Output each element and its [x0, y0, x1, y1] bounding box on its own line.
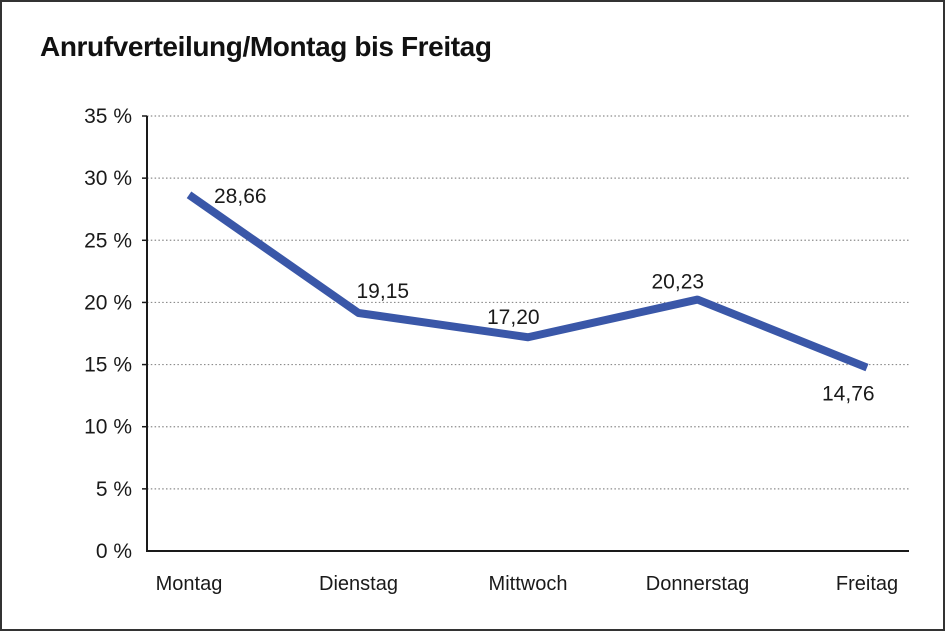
- x-axis-label: Donnerstag: [646, 573, 749, 595]
- point-label: 19,15: [357, 280, 410, 303]
- point-label: 14,76: [822, 383, 875, 406]
- x-axis-label: Freitag: [836, 573, 898, 595]
- x-axis-label: Dienstag: [319, 573, 398, 595]
- y-axis-label: 25 %: [84, 229, 132, 252]
- y-axis-label: 15 %: [84, 354, 132, 377]
- y-axis-label: 0 %: [96, 540, 132, 563]
- y-axis-label: 10 %: [84, 416, 132, 439]
- chart-title: Anrufverteilung/Montag bis Freitag: [40, 31, 492, 62]
- y-axis-label: 20 %: [84, 291, 132, 314]
- y-axis-label: 30 %: [84, 167, 132, 190]
- y-axis-label: 35 %: [84, 105, 132, 128]
- series-line: [186, 191, 869, 372]
- x-axis-label: Mittwoch: [489, 573, 568, 595]
- point-label: 20,23: [652, 271, 705, 294]
- point-label: 17,20: [487, 306, 540, 329]
- point-label: 28,66: [214, 185, 267, 208]
- x-axis-label: Montag: [156, 573, 223, 595]
- y-axis-label: 5 %: [96, 478, 132, 501]
